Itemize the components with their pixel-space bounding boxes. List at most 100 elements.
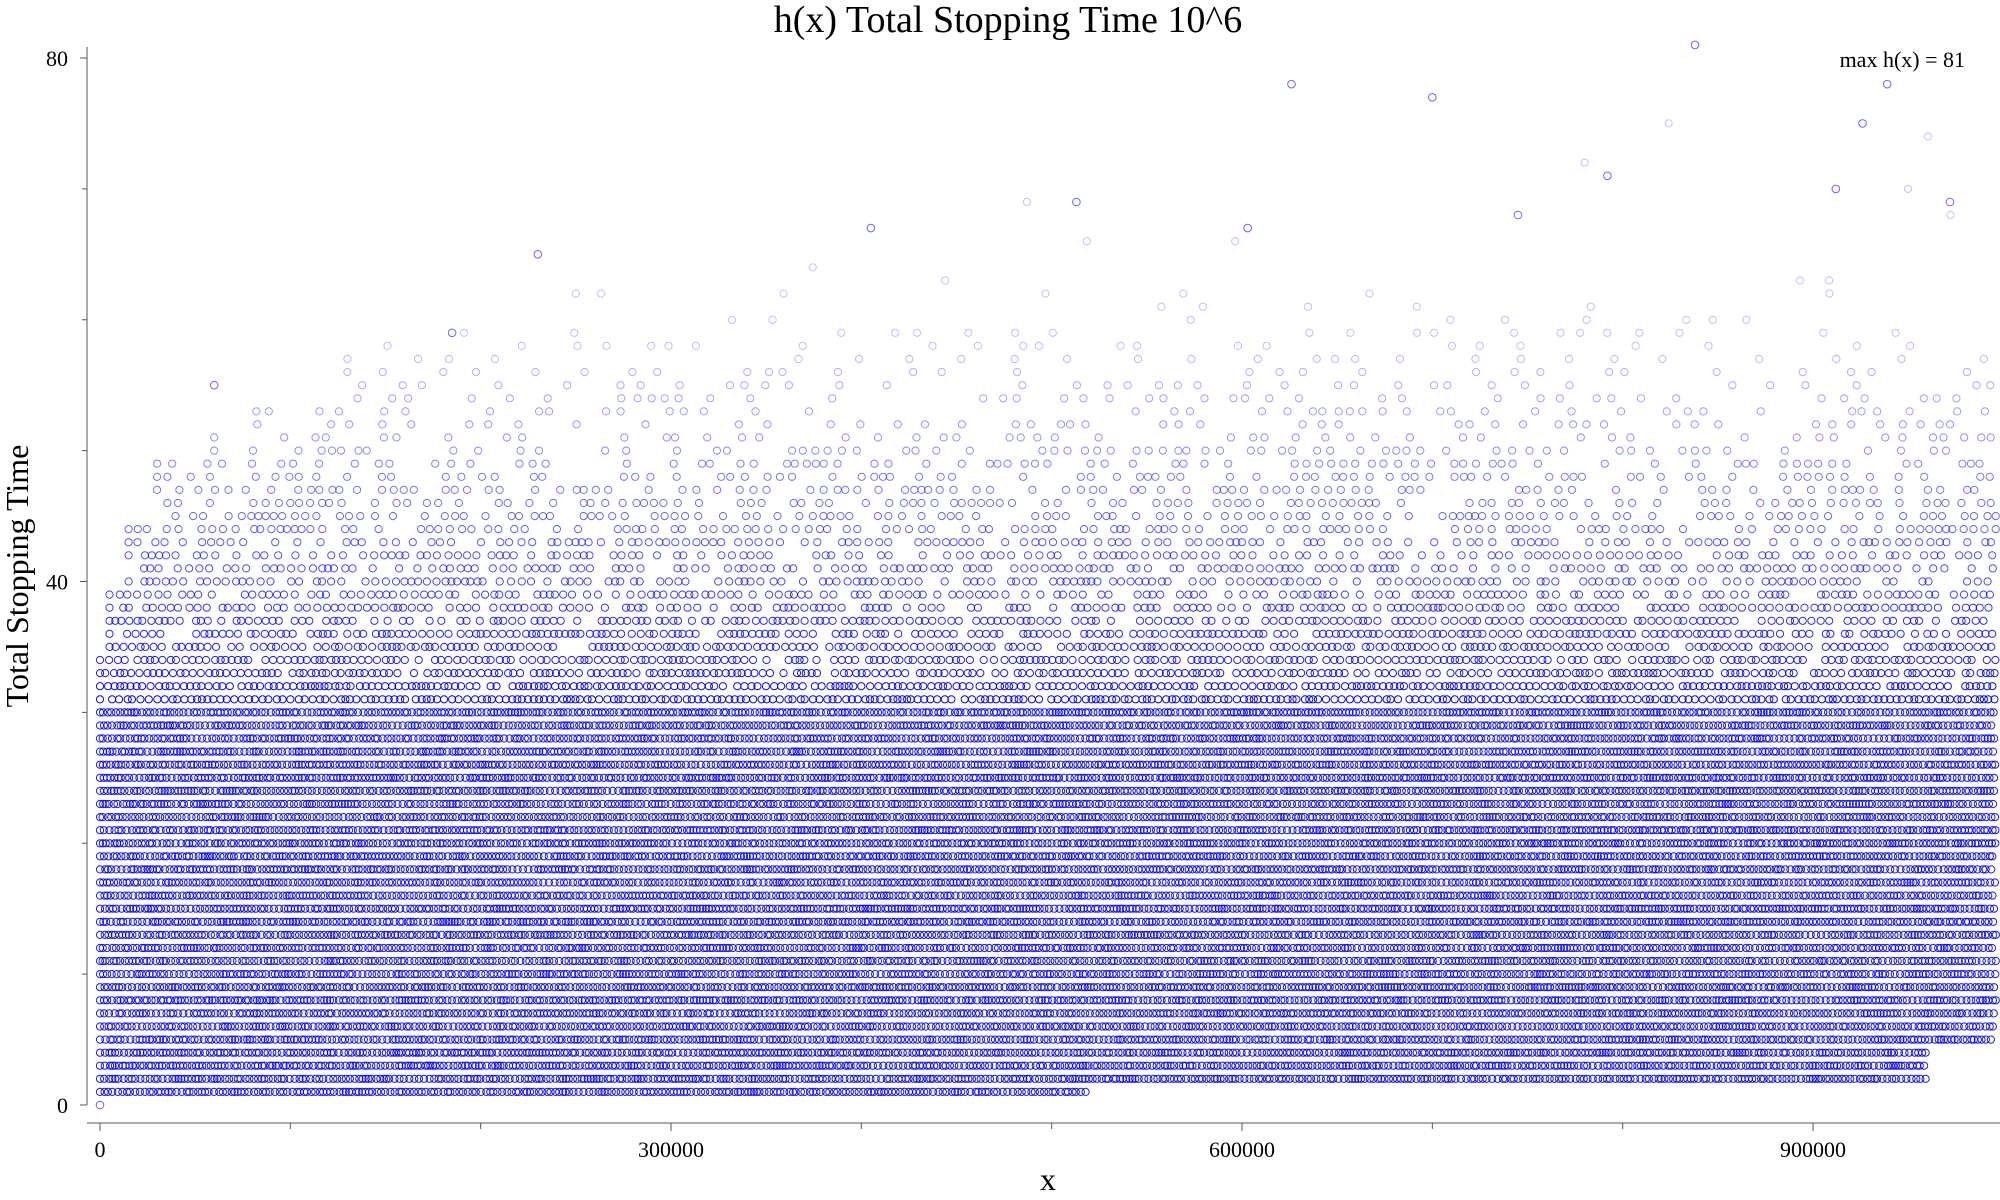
data-point <box>1686 957 1693 964</box>
data-point <box>351 1036 358 1043</box>
data-point <box>1991 984 1998 991</box>
data-point <box>1987 1036 1994 1043</box>
data-point <box>478 971 485 978</box>
data-point <box>1992 971 1999 978</box>
data-point <box>851 1088 858 1095</box>
data-point <box>901 1088 908 1095</box>
data-points <box>96 41 1999 1109</box>
data-point <box>418 971 425 978</box>
data-point <box>546 997 553 1004</box>
data-point <box>789 1036 796 1043</box>
data-point <box>590 971 597 978</box>
data-point <box>885 1062 892 1069</box>
data-point <box>1411 1062 1418 1069</box>
data-point <box>1061 1062 1068 1069</box>
data-point <box>1247 984 1254 991</box>
data-point <box>1224 1062 1231 1069</box>
data-point <box>489 1036 496 1043</box>
data-point <box>809 1062 816 1069</box>
data-point <box>1679 971 1686 978</box>
data-point <box>247 1062 254 1069</box>
data-point <box>1681 957 1688 964</box>
data-point <box>1795 1036 1802 1043</box>
data-point <box>612 1023 619 1030</box>
data-point <box>1982 1023 1989 1030</box>
data-point <box>1483 971 1490 978</box>
data-point <box>569 1075 576 1082</box>
data-point <box>401 1010 408 1017</box>
data-point <box>1064 971 1071 978</box>
data-point <box>529 1010 536 1017</box>
data-point <box>1181 1010 1188 1017</box>
data-point <box>1297 1062 1304 1069</box>
data-point <box>460 1036 467 1043</box>
data-point <box>272 1023 279 1030</box>
data-point <box>1045 1088 1052 1095</box>
data-point <box>396 1075 403 1082</box>
data-point <box>715 1062 722 1069</box>
data-point <box>1094 1049 1101 1056</box>
data-point <box>582 1036 589 1043</box>
data-point <box>1958 984 1965 991</box>
data-point <box>511 984 518 991</box>
data-point <box>1931 1010 1938 1017</box>
data-point <box>1476 1036 1483 1043</box>
data-point <box>931 1010 938 1017</box>
data-point <box>143 1049 150 1056</box>
data-point <box>1992 957 1999 964</box>
data-point <box>229 944 236 951</box>
data-point <box>751 971 758 978</box>
data-point <box>596 997 603 1004</box>
data-point <box>1324 1023 1331 1030</box>
data-point <box>96 1023 103 1030</box>
data-point <box>1591 997 1598 1004</box>
data-point <box>1369 1049 1376 1056</box>
data-point <box>1141 1010 1148 1017</box>
data-point <box>1259 984 1266 991</box>
data-point <box>1293 1062 1300 1069</box>
data-point <box>1648 997 1655 1004</box>
data-point <box>1925 984 1932 991</box>
data-point <box>349 1023 356 1030</box>
data-point <box>905 1036 912 1043</box>
data-point <box>1686 1062 1693 1069</box>
data-point <box>504 1049 511 1056</box>
data-point <box>586 1036 593 1043</box>
data-point <box>1913 1010 1920 1017</box>
data-point <box>1292 1075 1299 1082</box>
data-point <box>1054 1075 1061 1082</box>
data-point <box>241 1023 248 1030</box>
data-point <box>438 957 445 964</box>
data-point <box>360 1036 367 1043</box>
data-point <box>489 1023 496 1030</box>
data-point <box>1778 997 1785 1004</box>
data-point <box>703 984 710 991</box>
data-point <box>422 971 429 978</box>
data-point <box>1711 957 1718 964</box>
data-point <box>230 1075 237 1082</box>
data-point <box>1327 957 1334 964</box>
data-point <box>1060 957 1067 964</box>
data-point <box>841 1036 848 1043</box>
data-point <box>124 984 131 991</box>
data-point <box>543 1036 550 1043</box>
data-point <box>220 944 227 951</box>
data-point <box>1921 1062 1928 1069</box>
data-point <box>167 957 174 964</box>
data-point <box>338 1075 345 1082</box>
data-point <box>260 957 267 964</box>
data-point <box>1141 1075 1148 1082</box>
data-point <box>1780 971 1787 978</box>
data-point <box>224 944 231 951</box>
data-point <box>1466 984 1473 991</box>
data-point <box>983 1023 990 1030</box>
data-point <box>686 997 693 1004</box>
data-point <box>993 971 1000 978</box>
data-point <box>504 1088 511 1095</box>
data-point <box>1922 1075 1929 1082</box>
data-point <box>96 1010 103 1017</box>
data-point <box>1431 984 1438 991</box>
data-point <box>1713 1062 1720 1069</box>
data-point <box>1277 1062 1284 1069</box>
